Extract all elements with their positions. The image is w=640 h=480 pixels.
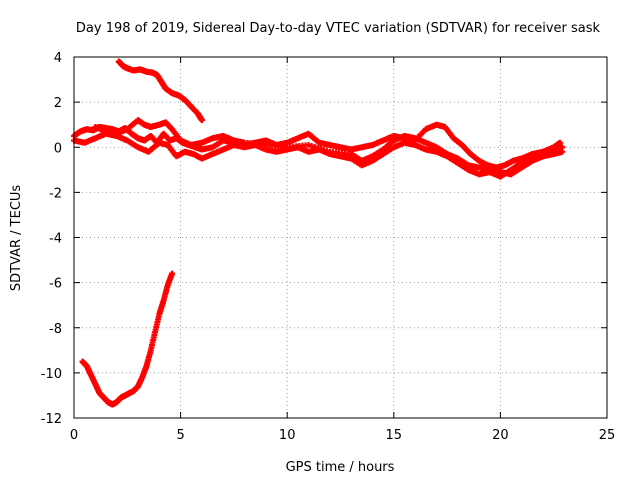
x-tick-label: 15 bbox=[386, 428, 403, 443]
series-upper-arc bbox=[115, 58, 205, 124]
y-axis-label: SDTVAR / TECUs bbox=[9, 185, 24, 292]
y-axis-ticks: 4 2 0 -2 -4 -6 -8 -10 -12 bbox=[41, 51, 607, 427]
grid-lines bbox=[74, 57, 607, 418]
y-tick-label: -6 bbox=[49, 277, 62, 292]
y-tick-label: 0 bbox=[54, 141, 62, 156]
plot-frame bbox=[73, 56, 608, 419]
y-tick-label: -12 bbox=[41, 412, 62, 427]
chart-title: Day 198 of 2019, Sidereal Day-to-day VTE… bbox=[76, 21, 601, 36]
x-tick-label: 5 bbox=[176, 428, 184, 443]
data-point bbox=[559, 144, 566, 151]
x-tick-label: 0 bbox=[70, 428, 78, 443]
x-tick-label: 20 bbox=[492, 428, 509, 443]
data-points bbox=[71, 58, 566, 408]
y-tick-label: -10 bbox=[41, 367, 62, 382]
data-point bbox=[169, 270, 176, 277]
y-tick-label: -8 bbox=[49, 322, 62, 337]
y-tick-label: -2 bbox=[49, 186, 62, 201]
y-tick-label: 2 bbox=[54, 96, 62, 111]
data-point bbox=[198, 117, 205, 124]
y-tick-label: 4 bbox=[54, 51, 62, 66]
x-axis-label: GPS time / hours bbox=[286, 460, 395, 475]
x-tick-label: 25 bbox=[599, 428, 616, 443]
x-tick-label: 10 bbox=[279, 428, 296, 443]
series-main-track-c bbox=[92, 117, 566, 178]
y-tick-label: -4 bbox=[49, 232, 62, 247]
x-axis-ticks: 0 5 10 15 20 25 bbox=[70, 57, 615, 443]
series-low-arc bbox=[79, 270, 176, 408]
plot-border bbox=[73, 56, 608, 419]
